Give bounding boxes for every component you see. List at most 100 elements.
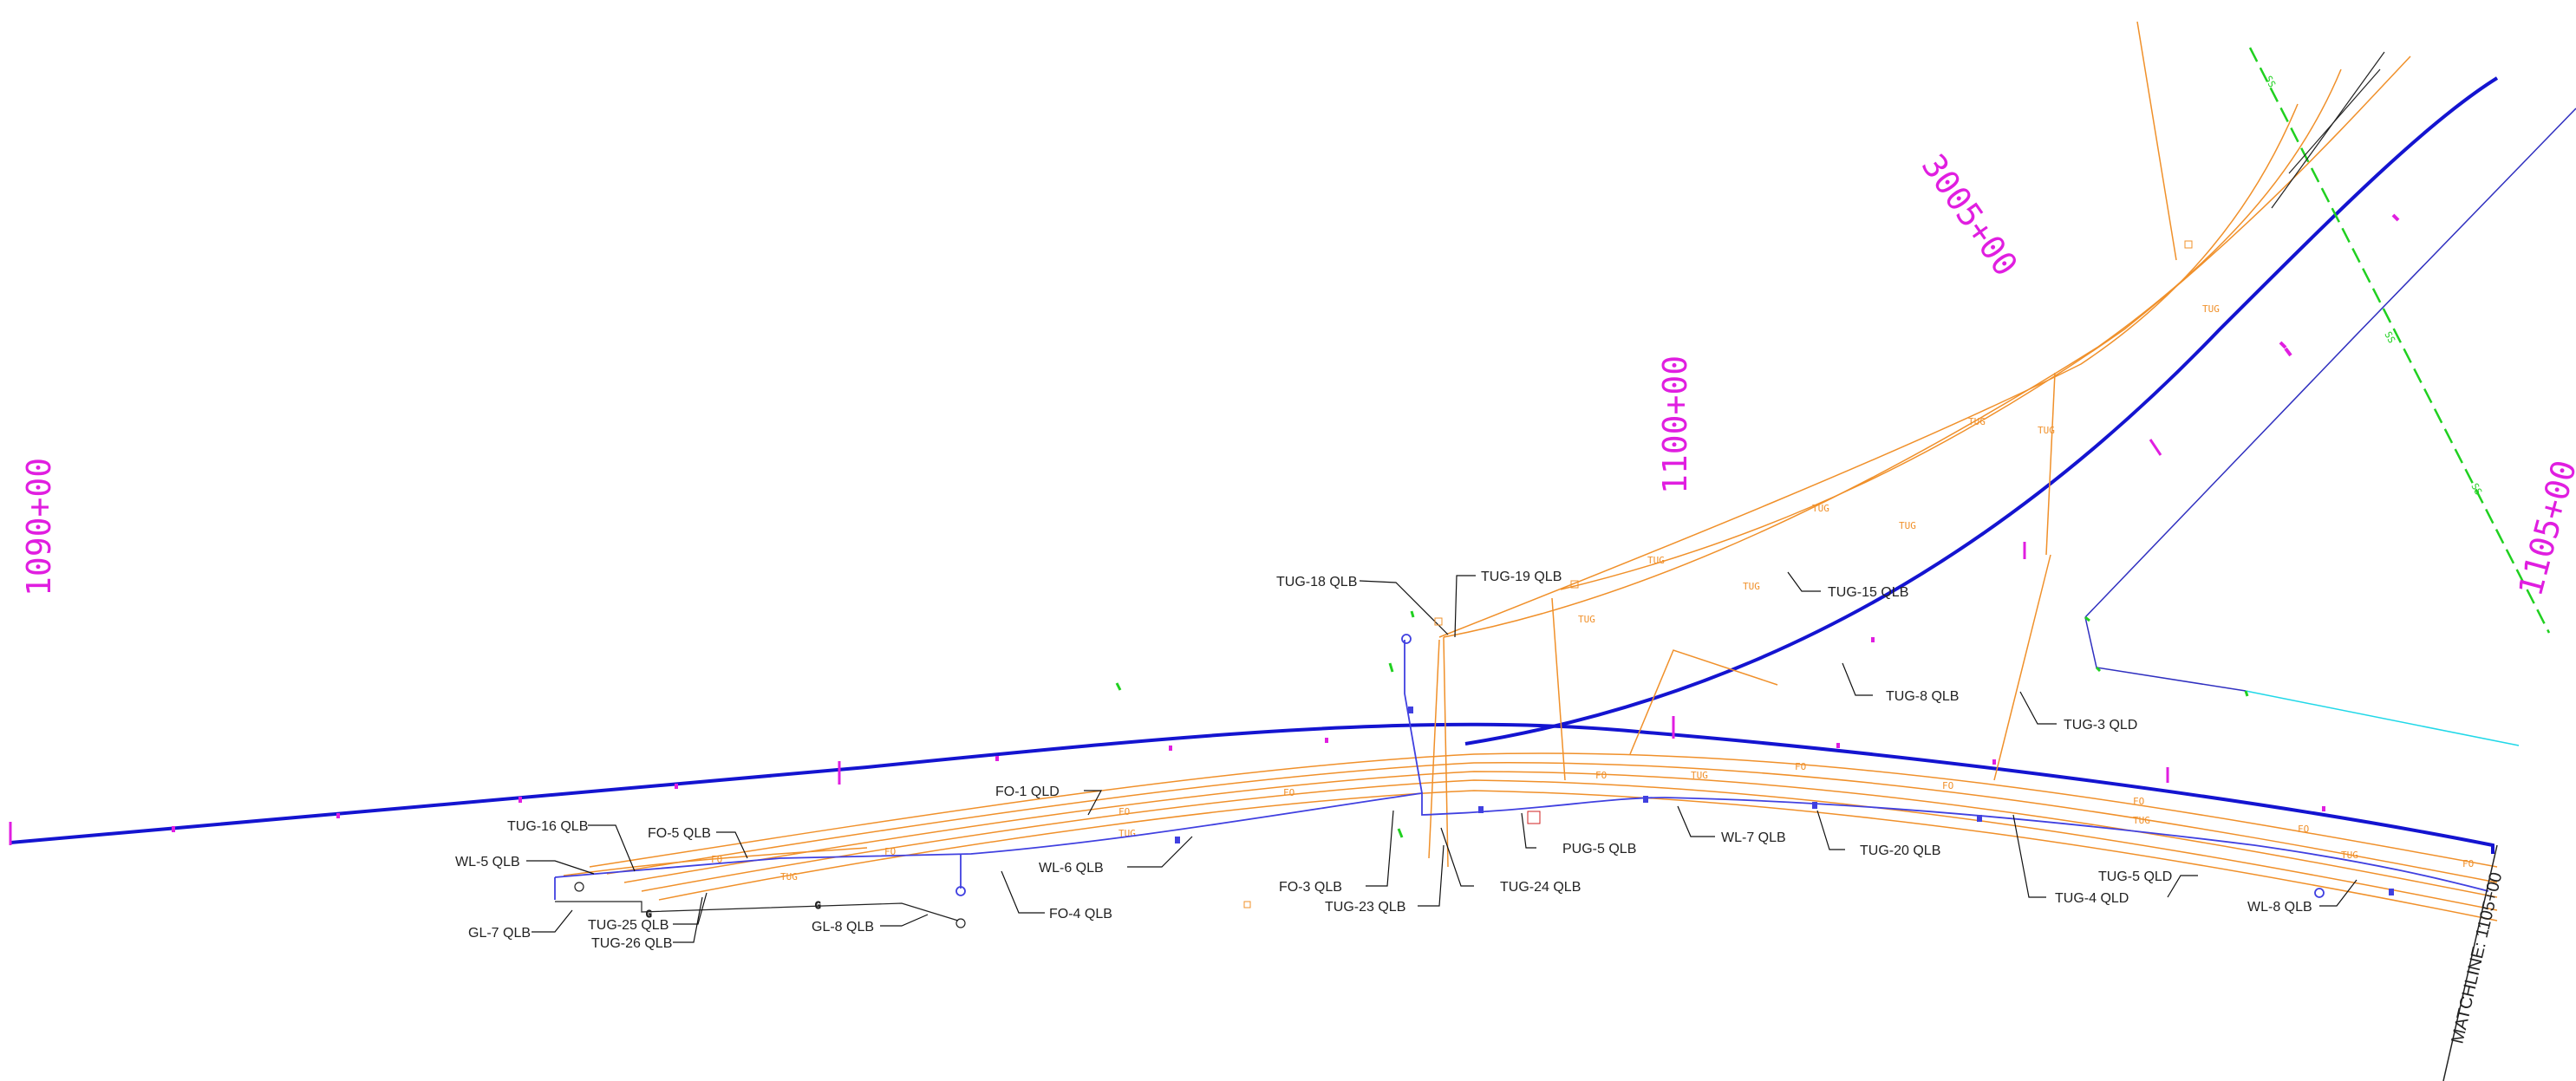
marker-water-fitting-1 xyxy=(1408,707,1413,713)
water-valve-2 xyxy=(955,886,966,896)
callout-fo-3: FO-3 QLB xyxy=(1279,880,1342,895)
tug-tag-10: TUG xyxy=(2202,303,2220,315)
marker-green-2 xyxy=(1388,662,1394,673)
callout-tug-15: TUG-15 QLB xyxy=(1828,585,1908,600)
fo-tag-3: FO xyxy=(1118,806,1130,817)
marker-water-fitting-3 xyxy=(1478,806,1484,813)
marker-box-4 xyxy=(2184,240,2193,249)
fo-tag-2: FO xyxy=(884,846,896,857)
tug-tag-7: TUG xyxy=(1743,581,1760,592)
marker-green-6 xyxy=(2244,690,2249,697)
centerline-ramp xyxy=(1464,76,2499,746)
fo-tag-5: FO xyxy=(1595,770,1607,781)
callout-tug-23: TUG-23 QLB xyxy=(1325,900,1405,915)
callout-wl-8: WL-8 QLB xyxy=(2247,900,2312,915)
callout-tug-8: TUG-8 QLB xyxy=(1886,689,1959,704)
callout-tug-25: TUG-25 QLB xyxy=(588,918,668,933)
marker-green-4 xyxy=(2084,615,2090,622)
callout-tug-3: TUG-3 QLD xyxy=(2064,718,2137,733)
marker-box-2 xyxy=(1434,617,1443,626)
station-1100: 1100+00 xyxy=(1656,355,1694,494)
tug-tag-9: TUG xyxy=(2038,425,2055,436)
water-main xyxy=(554,791,2489,892)
utility-run-5 xyxy=(658,790,2498,921)
fo-tag-8: FO xyxy=(2133,796,2144,807)
ss-tag-1: SS xyxy=(2262,74,2278,89)
water-valve-1 xyxy=(1401,634,1412,644)
tug-vertical-1 xyxy=(1551,597,1566,781)
callout-fo-4: FO-4 QLB xyxy=(1049,907,1112,921)
marker-water-fitting-6 xyxy=(1977,815,1982,822)
callout-fo-1: FO-1 QLD xyxy=(995,785,1060,799)
marker-green-5 xyxy=(2095,666,2102,673)
thin-blue-connector xyxy=(2084,616,2247,692)
marker-water-fitting-2 xyxy=(1175,837,1180,843)
callout-gl-7: GL-7 QLB xyxy=(468,926,531,941)
callout-tug-4: TUG-4 QLD xyxy=(2055,891,2129,906)
sanitary-sewer-line: SS SS SS xyxy=(2248,47,2551,634)
callout-tug-19: TUG-19 QLB xyxy=(1481,570,1562,584)
markers xyxy=(1115,240,2394,908)
utility-run-6 xyxy=(563,847,868,876)
station-ticks xyxy=(172,213,2400,832)
utility-run-3 xyxy=(623,771,2498,898)
callout-gl-8: GL-8 QLB xyxy=(812,920,874,934)
water-branch-upper xyxy=(1404,640,1423,794)
station-1090: 1090+00 xyxy=(20,458,58,596)
tug-tag-13: TUG xyxy=(1968,416,1986,427)
gas-tag-1: G xyxy=(646,908,652,920)
tug-top-run xyxy=(1560,55,2411,590)
marker-water-fitting-5 xyxy=(1812,802,1817,809)
utility-run-1 xyxy=(589,752,2498,868)
gas-valve-2 xyxy=(955,918,966,928)
callout-tug-16: TUG-16 QLB xyxy=(507,819,588,834)
orange-utility-lines xyxy=(563,21,2498,921)
ss-dashed-line xyxy=(2248,47,2551,634)
callout-fo-5: FO-5 QLB xyxy=(648,826,711,841)
fo-tag-10: FO xyxy=(2462,858,2474,869)
tug-tag-12: TUG xyxy=(1812,503,1829,514)
tug-upper-run-2 xyxy=(1438,103,2299,638)
marker-green-3 xyxy=(1397,828,1404,838)
tug-crossing xyxy=(1428,639,1440,859)
gas-tag-2: G xyxy=(815,900,821,911)
marker-water-fitting-4 xyxy=(1643,796,1648,803)
callout-wl-5: WL-5 QLB xyxy=(455,855,520,869)
thin-blue-curve xyxy=(2084,107,2576,618)
tug-upper-run-1 xyxy=(1443,68,2342,638)
water-valve-3 xyxy=(2314,888,2325,898)
callout-pug-5: PUG-5 QLB xyxy=(1562,842,1636,856)
tug-tag-3: TUG xyxy=(1691,770,1708,781)
line-tags: FO FO FO FO FO FO FO FO FO FO TUG TUG TU… xyxy=(711,303,2474,882)
gas-main-left xyxy=(555,901,959,921)
callout-wl-6: WL-6 QLB xyxy=(1039,861,1104,876)
tug-tag-8: TUG xyxy=(1899,520,1916,531)
station-3005: 3005+00 xyxy=(1914,147,2025,283)
callout-tug-26: TUG-26 QLB xyxy=(591,936,672,951)
tug-tag-1: TUG xyxy=(780,871,798,882)
fo-tag-1: FO xyxy=(711,854,722,865)
tug-top-vertical xyxy=(2136,21,2177,261)
gas-valve-1 xyxy=(574,882,584,892)
tug-tag-6: TUG xyxy=(1578,614,1595,625)
fo-tag-9: FO xyxy=(2298,824,2309,835)
tug-tag-4: TUG xyxy=(2133,815,2150,826)
tug-tag-11: TUG xyxy=(1647,555,1665,566)
fo-tag-6: FO xyxy=(1795,761,1806,772)
callout-wl-7: WL-7 QLB xyxy=(1721,830,1786,845)
ss-tag-2: SS xyxy=(2382,329,2397,345)
fo-tag-7: FO xyxy=(1942,780,1953,791)
marker-green-7 xyxy=(1410,610,1415,618)
tug-v-loop xyxy=(1629,649,1778,755)
matchline: MATCHLINE: 1105+00 xyxy=(2442,844,2506,1081)
marker-box-1 xyxy=(1570,580,1579,589)
marker-pug xyxy=(1527,811,1541,824)
marker-box-3 xyxy=(1243,901,1251,908)
callout-tug-5: TUG-5 QLD xyxy=(2098,869,2172,884)
callout-labels: TUG-18 QLB TUG-19 QLB TUG-15 QLB TUG-8 Q… xyxy=(455,570,2312,951)
station-1105: 1105+00 xyxy=(2511,456,2576,600)
ss-tag-3: SS xyxy=(2468,481,2484,497)
water-line xyxy=(554,634,2489,900)
roadway-centerline xyxy=(9,76,2499,854)
